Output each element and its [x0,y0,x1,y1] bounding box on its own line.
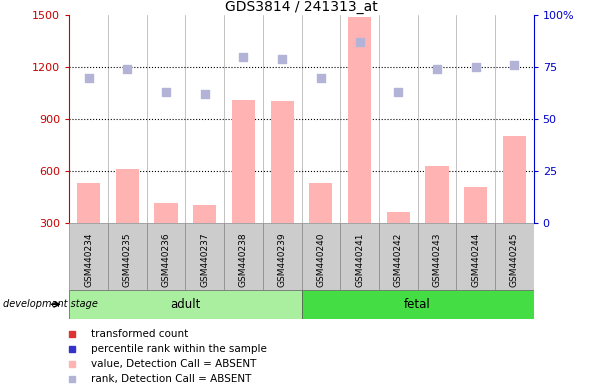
Bar [340,223,379,290]
Text: GSM440235: GSM440235 [123,233,132,288]
Text: GSM440234: GSM440234 [84,233,93,287]
Point [277,56,287,62]
Bar [309,183,332,223]
Text: GSM440244: GSM440244 [471,233,480,287]
Bar [77,183,100,223]
Bar [186,223,224,290]
Text: rank, Detection Call = ABSENT: rank, Detection Call = ABSENT [90,374,251,384]
Point [393,89,403,95]
Bar [232,100,255,223]
Text: value, Detection Call = ABSENT: value, Detection Call = ABSENT [90,359,256,369]
Point [122,66,132,72]
Bar [456,223,495,290]
Bar [495,223,534,290]
Bar [464,187,487,223]
Bar [379,223,417,290]
Bar [147,223,186,290]
Bar [302,290,534,319]
Point [84,74,93,81]
Text: GSM440236: GSM440236 [162,233,171,288]
Bar [503,136,526,223]
Bar [302,223,340,290]
Text: GSM440241: GSM440241 [355,233,364,287]
Text: GSM440245: GSM440245 [510,233,519,287]
Text: development stage: development stage [4,299,98,310]
Bar [271,101,294,223]
Text: transformed count: transformed count [90,329,188,339]
Bar [116,169,139,223]
Text: fetal: fetal [404,298,431,311]
Point [432,66,442,72]
Text: GSM440243: GSM440243 [432,233,441,287]
Bar [417,223,456,290]
Text: GSM440237: GSM440237 [200,233,209,288]
Bar [69,290,302,319]
Point [355,39,364,45]
Text: percentile rank within the sample: percentile rank within the sample [90,344,267,354]
Bar [387,212,410,223]
Bar [69,223,108,290]
Point [239,54,248,60]
Bar [425,166,449,223]
Text: GSM440240: GSM440240 [317,233,326,287]
Point [471,64,481,70]
Text: GSM440239: GSM440239 [277,233,286,288]
Point [510,62,519,68]
Point [161,89,171,95]
Bar [108,223,147,290]
Text: adult: adult [170,298,201,311]
Point [316,74,326,81]
Bar [263,223,302,290]
Bar [154,203,178,223]
Title: GDS3814 / 241313_at: GDS3814 / 241313_at [225,0,378,14]
Bar [348,17,371,223]
Point [200,91,210,97]
Text: GSM440238: GSM440238 [239,233,248,288]
Bar [224,223,263,290]
Bar [193,205,216,223]
Text: GSM440242: GSM440242 [394,233,403,287]
